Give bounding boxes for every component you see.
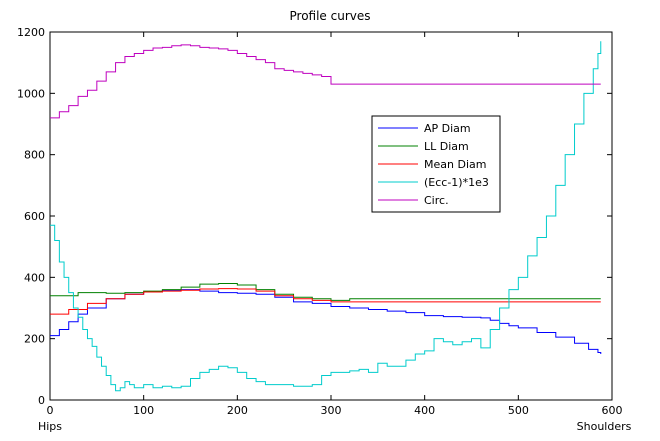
x-start-label: Hips: [38, 420, 62, 433]
y-tick-label: 200: [24, 333, 45, 346]
x-tick-label: 200: [227, 404, 248, 417]
chart-title: Profile curves: [290, 9, 371, 23]
x-tick-label: 100: [133, 404, 154, 417]
legend-label-0: AP Diam: [424, 122, 471, 135]
series-line-1: [50, 282, 601, 301]
x-tick-label: 400: [414, 404, 435, 417]
legend-label-1: LL Diam: [424, 140, 469, 153]
y-tick-label: 400: [24, 271, 45, 284]
y-tick-label: 1000: [17, 87, 45, 100]
series-line-2: [50, 288, 601, 315]
plot-frame: [49, 31, 613, 401]
axes: 0 100 200 300 400 500 600 0 200 400 600 800 1000 1200: [17, 26, 623, 417]
series-line-3: [50, 41, 602, 392]
x-tick-label: 600: [602, 404, 623, 417]
y-tick-label: 0: [38, 394, 45, 407]
legend-label-3: (Ecc-1)*1e3: [424, 176, 489, 189]
x-tick-label: 300: [321, 404, 342, 417]
x-tick-label: 500: [508, 404, 529, 417]
legend-label-4: Circ.: [424, 194, 449, 207]
y-tick-label: 1200: [17, 26, 45, 39]
x-end-label: Shoulders: [577, 420, 632, 433]
series-layer: [50, 41, 602, 392]
x-tick-label: 0: [47, 404, 54, 417]
legend: AP Diam LL Diam Mean Diam (Ecc-1)*1e3 Circ.: [371, 115, 501, 213]
y-tick-label: 800: [24, 149, 45, 162]
series-line-4: [50, 44, 601, 119]
y-tick-label: 600: [24, 210, 45, 223]
legend-label-2: Mean Diam: [424, 158, 486, 171]
